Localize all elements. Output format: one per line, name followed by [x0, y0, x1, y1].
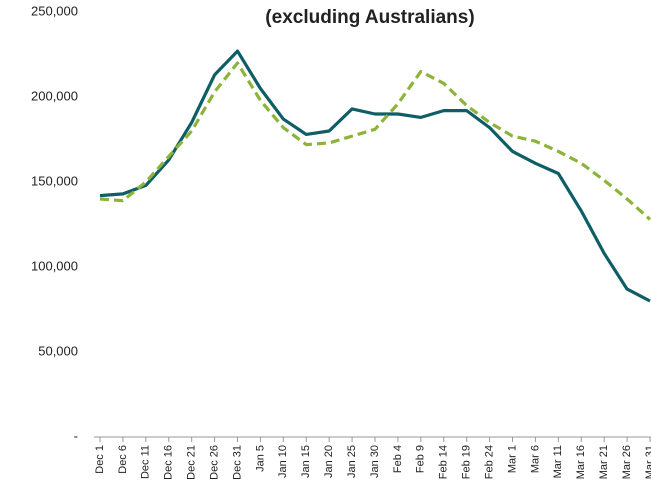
x-tick-label: Dec 11	[140, 445, 152, 479]
y-tick-label: 50,000	[38, 343, 78, 358]
x-tick-label: Jan 25	[346, 445, 358, 478]
x-tick-label: Jan 30	[369, 445, 381, 478]
y-tick-label: -	[74, 428, 78, 443]
x-tick-label: Jan 20	[323, 445, 335, 478]
series-line	[99, 61, 651, 221]
x-tick-label: Feb 14	[438, 445, 450, 479]
x-tick-label: Dec 21	[186, 445, 198, 480]
y-tick-label: 100,000	[31, 258, 78, 273]
series-line	[99, 49, 651, 303]
x-tick-label: Dec 16	[163, 445, 175, 480]
x-tick-label: Jan 10	[277, 445, 289, 478]
x-tick-label: Feb 9	[415, 445, 427, 473]
x-tick-label: Mar 6	[529, 445, 541, 473]
x-tick-label: Feb 19	[461, 445, 473, 479]
x-tick-label: Feb 4	[392, 445, 404, 473]
x-tick-label: Dec 26	[208, 445, 220, 480]
x-tick-label: Dec 6	[117, 445, 129, 474]
x-tick-label: Feb 24	[483, 445, 495, 479]
x-tick-label: Jan 15	[300, 445, 312, 478]
x-tick-label: Mar 11	[552, 445, 564, 478]
chart-title: (excluding Australians)	[265, 7, 474, 28]
x-tick-label: Mar 16	[575, 445, 587, 479]
y-tick-label: 200,000	[31, 88, 78, 103]
y-tick-label: 150,000	[31, 173, 78, 188]
x-tick-label: Mar 26	[621, 445, 633, 479]
x-tick-label: Mar 31	[644, 445, 651, 479]
y-tick-label: 250,000	[31, 3, 78, 18]
x-tick-label: Dec 31	[231, 445, 243, 480]
x-tick-label: Mar 21	[598, 445, 610, 479]
x-tick-label: Jan 5	[254, 445, 266, 472]
x-tick-label: Dec 1	[94, 445, 106, 474]
x-tick-label: Mar 1	[506, 445, 518, 473]
